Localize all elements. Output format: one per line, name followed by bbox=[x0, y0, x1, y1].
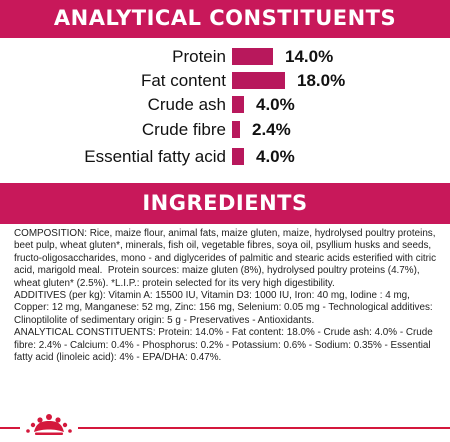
nutrient-bar bbox=[232, 72, 285, 89]
nutrient-value: 4.0% bbox=[256, 95, 295, 114]
nutrient-value: 14.0% bbox=[285, 47, 334, 66]
analytical-constituents-title: ANALYTICAL CONSTITUENTS bbox=[53, 6, 397, 30]
ingredients-title: INGREDIENTS bbox=[142, 191, 308, 215]
nutrient-label: Crude ash bbox=[147, 95, 226, 114]
ingredients-text: COMPOSITION: Rice, maize flour, animal f… bbox=[14, 228, 438, 364]
analytical-paragraph: ANALYTICAL CONSTITUENTS: Protein: 14.0% … bbox=[14, 327, 436, 364]
nutrient-value: 2.4% bbox=[252, 120, 291, 139]
nutrient-label: Crude fibre bbox=[141, 120, 226, 139]
footer-line bbox=[0, 427, 450, 429]
composition-paragraph: COMPOSITION: Rice, maize flour, animal f… bbox=[14, 228, 439, 289]
royal-canin-crown-icon bbox=[20, 410, 78, 437]
nutrient-value: 4.0% bbox=[256, 147, 295, 166]
nutrient-bar bbox=[232, 148, 244, 165]
nutrient-row: Essential fatty acid 4.0% bbox=[0, 145, 450, 169]
additives-paragraph: ADDITIVES (per kg): Vitamin A: 15500 IU,… bbox=[14, 290, 436, 326]
nutrient-row: Protein 14.0% bbox=[0, 45, 450, 69]
nutrient-bar bbox=[232, 48, 273, 65]
nutrient-value: 18.0% bbox=[297, 71, 346, 90]
ingredients-banner: INGREDIENTS bbox=[0, 183, 450, 224]
nutrient-label: Protein bbox=[172, 47, 226, 66]
nutrient-row: Crude fibre 2.4% bbox=[0, 118, 450, 142]
analytical-constituents-banner: ANALYTICAL CONSTITUENTS bbox=[0, 0, 450, 38]
nutrient-bar bbox=[232, 121, 240, 138]
nutrient-row: Crude ash 4.0% bbox=[0, 93, 450, 117]
nutrient-bar bbox=[232, 96, 244, 113]
nutrient-label: Essential fatty acid bbox=[84, 147, 226, 166]
nutrient-label: Fat content bbox=[140, 71, 226, 90]
nutrient-row: Fat content 18.0% bbox=[0, 69, 450, 93]
